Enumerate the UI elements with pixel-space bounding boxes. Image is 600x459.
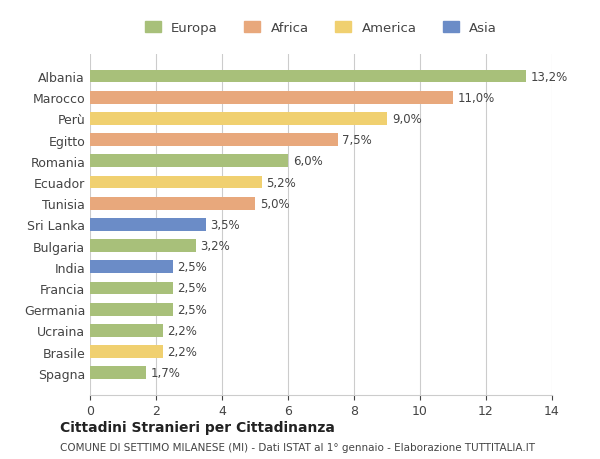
Bar xyxy=(90,92,453,104)
Text: 2,5%: 2,5% xyxy=(178,282,207,295)
Legend: Europa, Africa, America, Asia: Europa, Africa, America, Asia xyxy=(141,17,501,39)
Text: 2,5%: 2,5% xyxy=(178,261,207,274)
Text: 3,2%: 3,2% xyxy=(200,240,230,252)
Text: 5,2%: 5,2% xyxy=(266,176,296,189)
Bar xyxy=(90,155,288,168)
Text: 11,0%: 11,0% xyxy=(458,91,495,105)
Bar xyxy=(90,71,526,83)
Text: 2,2%: 2,2% xyxy=(167,345,197,358)
Text: 1,7%: 1,7% xyxy=(151,366,181,380)
Text: 13,2%: 13,2% xyxy=(530,70,568,84)
Bar xyxy=(90,197,255,210)
Text: 6,0%: 6,0% xyxy=(293,155,323,168)
Bar xyxy=(90,240,196,252)
Bar xyxy=(90,134,337,147)
Bar xyxy=(90,282,173,295)
Bar xyxy=(90,218,205,231)
Text: 5,0%: 5,0% xyxy=(260,197,290,210)
Text: 7,5%: 7,5% xyxy=(343,134,372,147)
Bar xyxy=(90,325,163,337)
Bar xyxy=(90,346,163,358)
Bar xyxy=(90,303,173,316)
Bar xyxy=(90,261,173,274)
Bar xyxy=(90,176,262,189)
Text: Cittadini Stranieri per Cittadinanza: Cittadini Stranieri per Cittadinanza xyxy=(60,420,335,435)
Text: 2,5%: 2,5% xyxy=(178,303,207,316)
Text: 9,0%: 9,0% xyxy=(392,112,422,126)
Text: COMUNE DI SETTIMO MILANESE (MI) - Dati ISTAT al 1° gennaio - Elaborazione TUTTIT: COMUNE DI SETTIMO MILANESE (MI) - Dati I… xyxy=(60,442,535,452)
Text: 2,2%: 2,2% xyxy=(167,324,197,337)
Bar xyxy=(90,113,387,125)
Text: 3,5%: 3,5% xyxy=(211,218,240,231)
Bar xyxy=(90,367,146,379)
